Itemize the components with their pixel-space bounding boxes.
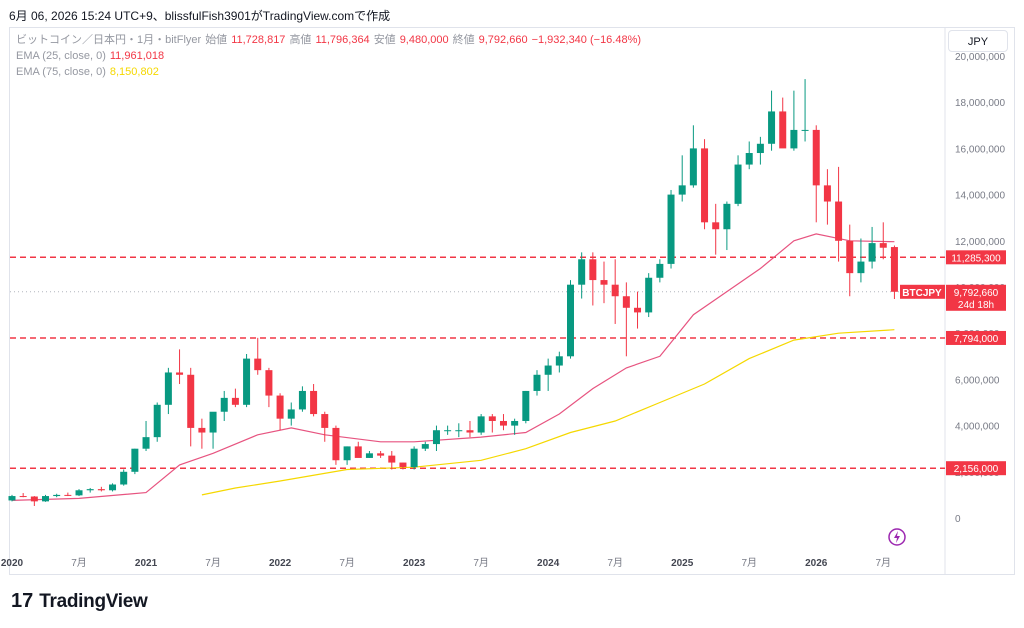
open-value: 11,728,817 [231,34,286,46]
low-value: 9,480,000 [399,34,449,46]
close-value: 9,792,660 [478,34,528,46]
chart-legend: ビットコイン／日本円・1月・bitFlyer 始値 11,728,817 高値 11… [16,32,641,80]
tradingview-logo-icon: 17 [11,590,34,612]
low-label: 安値 [373,34,396,46]
high-label: 高値 [289,34,312,46]
currency-button[interactable]: JPY [948,30,1008,52]
ema75-value: 8,150,802 [109,66,159,78]
snapshot-header: 6月 06, 2026 15:24 UTC+9、blissfulFish3901… [9,9,391,23]
ema25-label[interactable]: EMA (25, close, 0) [16,50,106,62]
tradingview-brand: TradingView [39,590,148,612]
open-label: 始値 [205,34,228,46]
symbol-description[interactable]: ビットコイン／日本円・1月・bitFlyer [16,34,202,46]
tradingview-footer[interactable]: 17 TradingView [11,590,148,613]
ema75-label[interactable]: EMA (75, close, 0) [16,66,106,78]
close-label: 終値 [452,34,475,46]
ema25-value: 11,961,018 [109,50,165,62]
change-value: −1,932,340 (−16.48%) [531,34,642,46]
chart-frame [9,27,1015,575]
high-value: 11,796,364 [315,34,370,46]
